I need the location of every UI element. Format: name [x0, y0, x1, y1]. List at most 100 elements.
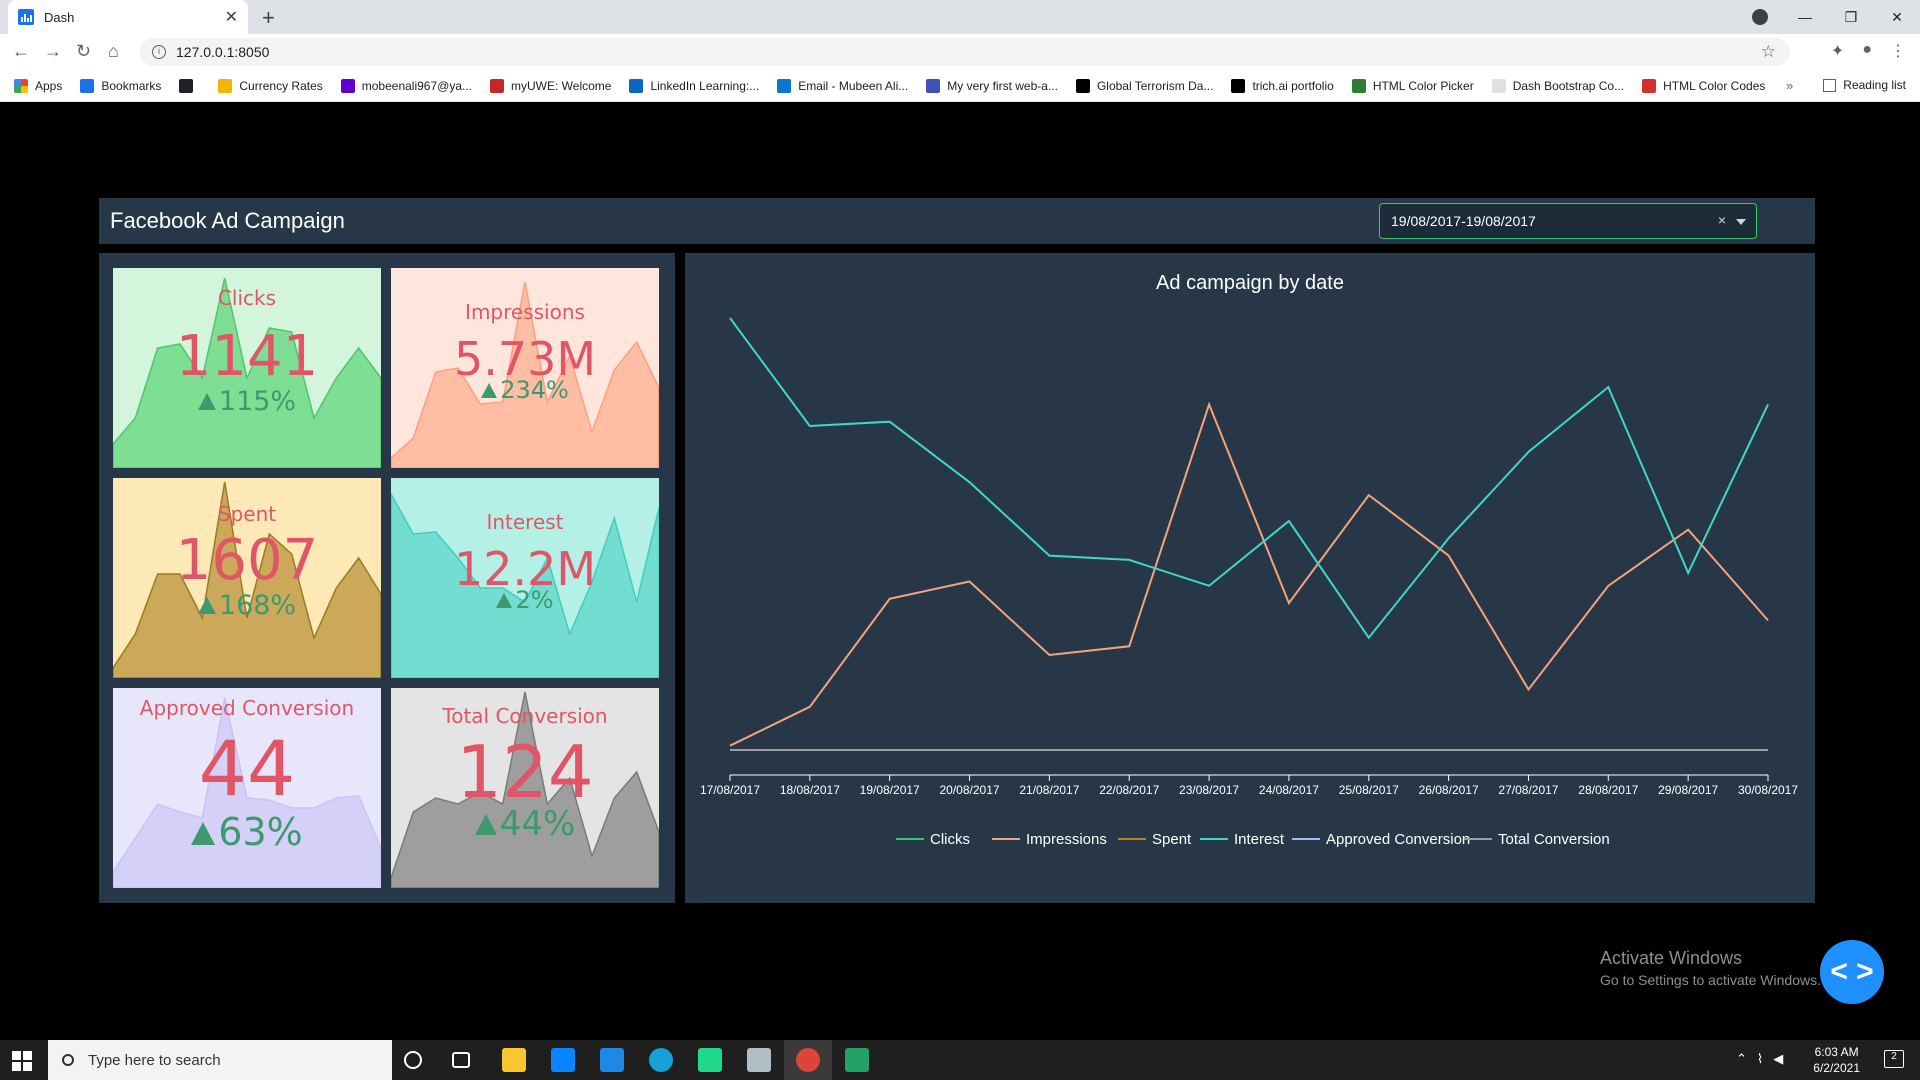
bookmark-label: Global Terrorism Da...	[1096, 78, 1214, 93]
extensions-icon[interactable]: ✦	[1830, 43, 1845, 60]
legend-item[interactable]: Clicks	[896, 831, 970, 848]
kpi-change-value: 2%	[515, 586, 554, 614]
triangle-up-icon	[481, 383, 498, 398]
bookmark-item[interactable]: Bookmarks	[80, 78, 162, 93]
address-toolbar: ← → ↻ ⌂ i 127.0.0.1:8050 ☆ ✦ ● ⋮	[0, 34, 1920, 70]
back-arrow-icon[interactable]: ←	[12, 41, 30, 61]
profile-avatar-icon[interactable]: ●	[1862, 41, 1872, 58]
bookmark-item[interactable]: HTML Color Picker	[1351, 78, 1474, 93]
x-tick-label: 22/08/2017	[1099, 783, 1159, 797]
sparkline-path	[391, 691, 659, 888]
reading-list-label: Reading list	[1843, 78, 1906, 92]
close-window-icon[interactable]: ✕	[1891, 8, 1903, 25]
tab-close-icon[interactable]: ✕	[224, 9, 238, 26]
kpi-change: 234%	[391, 376, 659, 404]
edge-icon[interactable]	[649, 1048, 673, 1072]
camtasia-icon[interactable]	[845, 1048, 869, 1072]
mail-icon[interactable]	[600, 1048, 624, 1072]
bookmark-favicon-icon	[1351, 78, 1366, 93]
reading-list-icon	[1823, 78, 1837, 92]
bookmarks-more-icon[interactable]: »	[1786, 78, 1794, 93]
sparkline-area	[113, 277, 381, 468]
chevron-down-icon[interactable]	[1736, 219, 1746, 225]
legend-item[interactable]: Total Conversion	[1464, 831, 1610, 848]
notification-center-icon[interactable]: 2	[1884, 1050, 1904, 1068]
x-tick-label: 27/08/2017	[1498, 783, 1558, 797]
bookmark-item[interactable]: mobeenali967@ya...	[340, 78, 472, 93]
home-icon[interactable]: ⌂	[108, 41, 119, 61]
file-explorer-icon[interactable]	[502, 1048, 526, 1072]
triangle-up-icon	[474, 814, 497, 835]
tab-search-icon[interactable]	[1752, 9, 1768, 25]
bookmark-label: myUWE: Welcome	[511, 78, 612, 93]
windows-start-icon[interactable]	[12, 1051, 32, 1071]
bookmark-favicon-icon	[1075, 78, 1090, 93]
bookmark-item[interactable]: HTML Color Codes	[1642, 78, 1766, 93]
restore-icon[interactable]: ❐	[1844, 8, 1858, 25]
bookmark-item[interactable]: Currency Rates	[218, 78, 323, 93]
bookmark-star-icon[interactable]: ☆	[1760, 42, 1776, 61]
notepad-icon[interactable]	[747, 1048, 771, 1072]
reading-list-button[interactable]: Reading list	[1823, 78, 1906, 92]
clear-selection-icon[interactable]: ×	[1717, 212, 1726, 228]
cortana-icon[interactable]	[404, 1051, 422, 1069]
bookmark-item[interactable]: Dash Bootstrap Co...	[1491, 78, 1625, 93]
legend-label: Interest	[1234, 831, 1285, 848]
browser-tab[interactable]: Dash ✕	[8, 0, 248, 34]
new-tab-plus-icon[interactable]: +	[262, 5, 275, 30]
date-range-dropdown[interactable]: 19/08/2017-19/08/2017 ×	[1379, 203, 1757, 239]
series-line-impressions[interactable]	[729, 401, 1769, 747]
kpi-value: 124	[456, 730, 594, 814]
legend-label: Approved Conversion	[1326, 831, 1470, 848]
legend-item[interactable]: Approved Conversion	[1292, 831, 1470, 848]
volume-icon[interactable]: ◀	[1773, 1051, 1784, 1066]
bookmark-label: HTML Color Codes	[1663, 78, 1766, 93]
legend-item[interactable]: Spent	[1118, 831, 1192, 848]
wifi-icon[interactable]: ⌇	[1756, 1051, 1764, 1066]
kpi-change-value: 168%	[218, 590, 297, 621]
chrome-icon[interactable]	[796, 1048, 820, 1072]
store-icon[interactable]	[551, 1048, 575, 1072]
taskbar-search-box[interactable]: Type here to search	[48, 1040, 392, 1080]
bookmark-item[interactable]: trich.ai portfolio	[1231, 78, 1334, 93]
taskbar-clock[interactable]: 6:03 AM 6/2/2021	[1813, 1044, 1860, 1076]
minimize-icon[interactable]: —	[1798, 9, 1812, 25]
legend-item[interactable]: Impressions	[992, 831, 1107, 848]
url-bar[interactable]: i 127.0.0.1:8050 ☆	[140, 38, 1790, 66]
legend-item[interactable]: Interest	[1200, 831, 1285, 848]
bookmark-item[interactable]: LinkedIn Learning:...	[629, 78, 759, 93]
bookmark-item[interactable]: Global Terrorism Da...	[1075, 78, 1214, 93]
task-view-icon[interactable]	[452, 1052, 470, 1068]
bookmark-item[interactable]: Apps	[14, 78, 62, 93]
bookmark-favicon-icon	[14, 78, 28, 93]
kpi-card-total-conversion: Total Conversion 124 44%	[391, 688, 659, 888]
x-tick-label: 21/08/2017	[1019, 783, 1079, 797]
kpi-change: 168%	[113, 590, 381, 621]
kpi-cards-panel: Clicks 1141 115% Impressions 5.73M 234% Spent 1…	[99, 253, 675, 903]
forward-arrow-icon[interactable]: →	[44, 41, 62, 61]
bookmark-label: Dash Bootstrap Co...	[1512, 78, 1625, 93]
line-chart-panel: Ad campaign by date 17/08/2017 18/08/2017 1…	[685, 253, 1815, 903]
dash-devtools-button[interactable]: < >	[1820, 940, 1884, 1004]
pycharm-icon[interactable]	[698, 1048, 722, 1072]
bookmark-label: trich.ai portfolio	[1252, 78, 1334, 93]
bookmark-item[interactable]: Email - Mubeen Ali...	[777, 78, 908, 93]
chevron-up-icon[interactable]: ⌃	[1736, 1051, 1747, 1066]
menu-kebab-icon[interactable]: ⋮	[1890, 43, 1906, 60]
series-line-interest[interactable]	[729, 317, 1769, 640]
kpi-card-spent: Spent 1607 168%	[113, 478, 381, 678]
legend-label: Impressions	[1026, 831, 1107, 848]
bookmark-item[interactable]: myUWE: Welcome	[490, 78, 612, 93]
sparkline-path	[113, 481, 381, 678]
kpi-change-value: 63%	[218, 810, 303, 854]
site-info-icon[interactable]: i	[152, 45, 166, 59]
bookmark-favicon-icon	[218, 78, 233, 93]
bookmark-item[interactable]: My very first web-a...	[926, 78, 1058, 93]
reload-icon[interactable]: ↻	[76, 41, 92, 61]
sparkline-path	[113, 697, 381, 888]
bookmark-label: HTML Color Picker	[1372, 78, 1474, 93]
bookmark-label: Bookmarks	[101, 78, 162, 93]
bookmark-favicon-icon	[926, 78, 941, 93]
x-tick-label: 18/08/2017	[780, 783, 840, 797]
bookmark-item[interactable]	[179, 78, 200, 93]
